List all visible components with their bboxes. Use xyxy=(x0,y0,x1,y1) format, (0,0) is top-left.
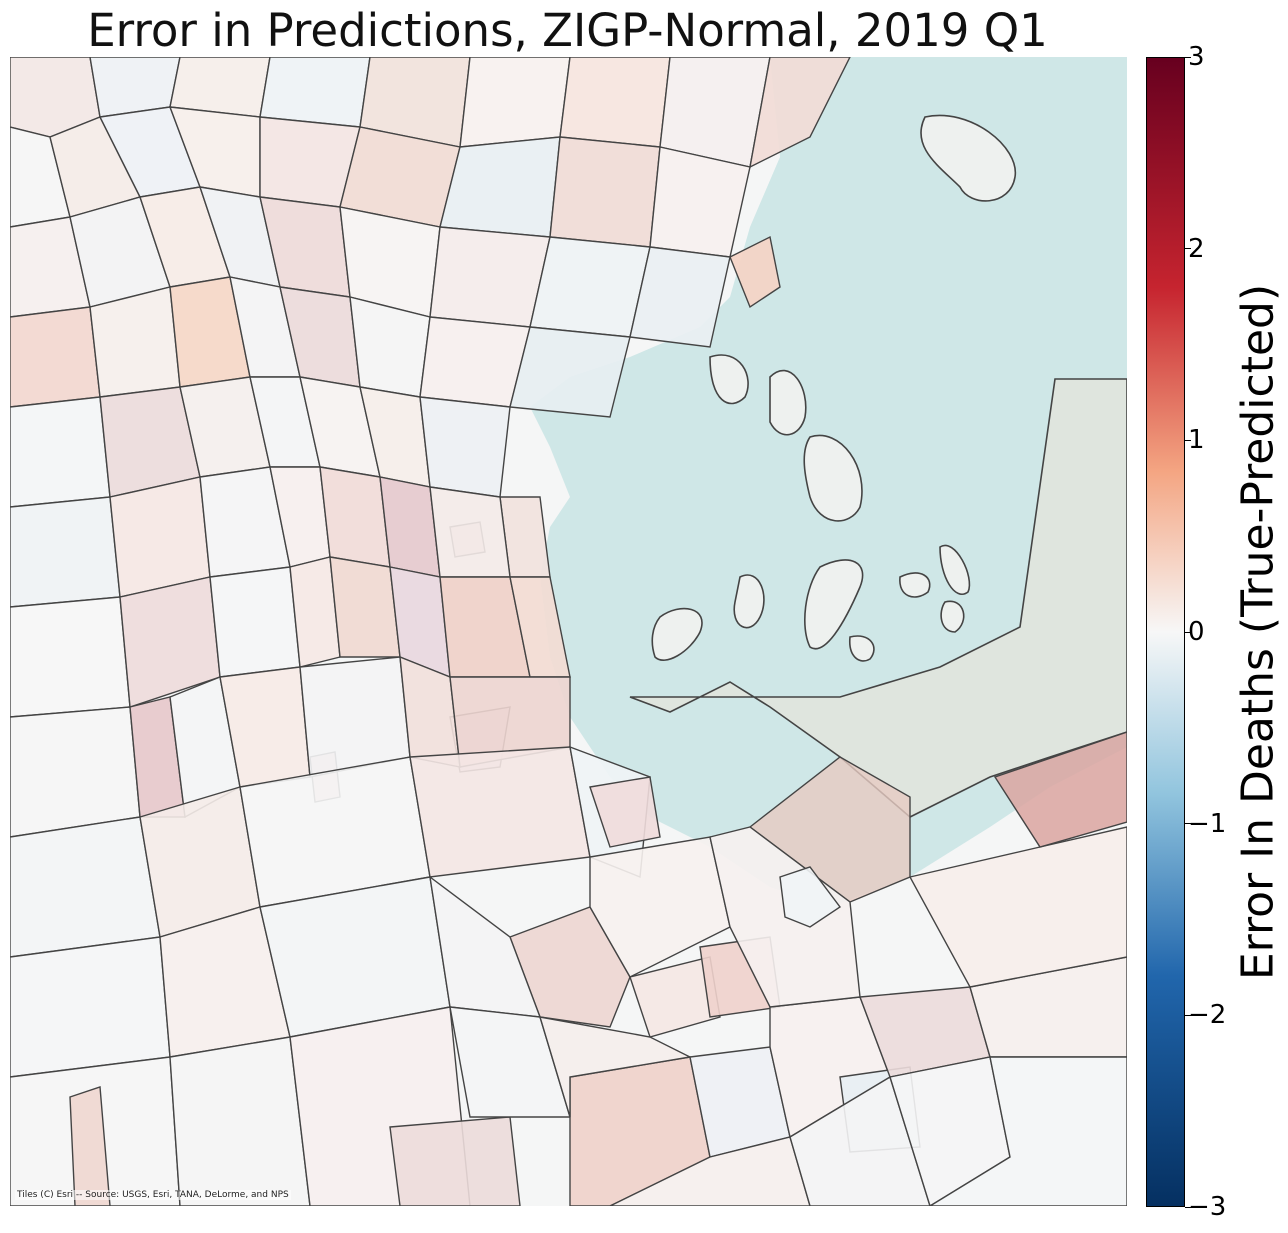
tract xyxy=(589,776,661,848)
tract xyxy=(299,656,411,778)
tract xyxy=(509,326,631,418)
tract xyxy=(10,706,141,838)
tract xyxy=(629,956,721,1038)
tract xyxy=(928,1056,1127,1206)
tract xyxy=(209,566,301,678)
colorbar-tick-label: 1 xyxy=(1188,425,1205,456)
tract xyxy=(459,57,571,148)
tract xyxy=(109,476,211,598)
colorbar xyxy=(1146,57,1185,1207)
tract xyxy=(10,496,121,608)
colorbar-tick xyxy=(1185,1206,1191,1208)
tract xyxy=(89,286,181,398)
tract xyxy=(789,1075,931,1206)
tract xyxy=(409,746,591,878)
tract xyxy=(749,57,851,169)
colorbar-tick xyxy=(1185,823,1191,825)
tract xyxy=(169,1036,311,1206)
tract xyxy=(10,936,171,1078)
tract xyxy=(539,1016,693,1118)
tract xyxy=(529,236,651,338)
colorbar-tick-label: 2 xyxy=(1188,233,1205,264)
tract xyxy=(429,226,551,328)
colorbar-tick-label: 3 xyxy=(1188,42,1205,72)
colorbar-tick xyxy=(1185,631,1191,633)
colorbar-tick xyxy=(1185,1014,1191,1016)
colorbar-label: Error In Deaths (True-Predicted) xyxy=(1232,283,1284,981)
tract xyxy=(419,396,511,498)
tract xyxy=(10,596,131,718)
tract xyxy=(609,1136,811,1206)
tract xyxy=(10,306,101,408)
tract xyxy=(993,731,1127,848)
colorbar-tick-label: −3 xyxy=(1188,1192,1227,1222)
tract xyxy=(908,826,1127,988)
choropleth-map[interactable] xyxy=(10,57,1127,1206)
tract xyxy=(729,235,781,309)
tract xyxy=(559,57,671,148)
tract xyxy=(429,486,511,578)
colorbar-tick-label: 0 xyxy=(1188,617,1205,647)
colorbar-tick-label: −2 xyxy=(1188,1000,1227,1031)
tract xyxy=(389,1116,521,1206)
census-tracts xyxy=(10,57,1127,1206)
tract xyxy=(589,836,731,978)
tract xyxy=(259,57,371,128)
tract xyxy=(10,396,111,508)
tile-attribution: Tiles (C) Esri -- Source: USGS, Esri, TA… xyxy=(15,1190,291,1200)
tract xyxy=(629,246,731,348)
tract xyxy=(319,466,391,568)
colorbar-tick xyxy=(1185,56,1191,58)
tract xyxy=(779,866,842,928)
harbor-islands xyxy=(651,114,1016,662)
tract xyxy=(10,816,161,958)
tract xyxy=(69,1086,111,1206)
colorbar-tick xyxy=(1185,439,1191,441)
map-canvas xyxy=(10,57,1127,1206)
map-title: Error in Predictions, ZIGP-Normal, 2019 … xyxy=(87,4,1048,57)
colorbar-tick xyxy=(1185,248,1191,250)
tract xyxy=(549,136,661,248)
tract xyxy=(329,556,401,658)
colorbar-tick-label: −1 xyxy=(1188,808,1227,839)
